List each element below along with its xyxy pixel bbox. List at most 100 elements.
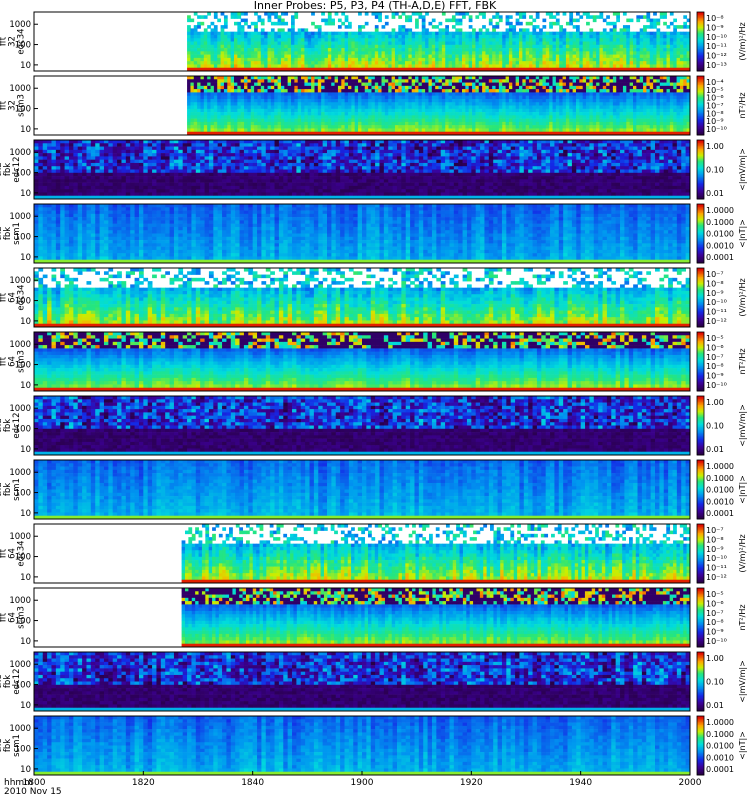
panel-1: 100010010thafft32scm310⁻⁴10⁻⁵10⁻⁶10⁻⁷10⁻… <box>0 76 747 136</box>
colorbar-tick: 10⁻¹¹ <box>706 42 727 51</box>
ytick-label: 10 <box>20 701 31 711</box>
panel-label: thdfft64scm3 <box>0 350 27 373</box>
panel-label: thafbkscm1 <box>0 222 22 245</box>
panel-label: thafft32edc34 <box>0 28 27 54</box>
panel-11: 100010010thefbkscm11.00000.10000.01000.0… <box>0 716 747 776</box>
panel-label: thdfft64edc34 <box>0 284 27 310</box>
colorbar-tick: 10⁻¹⁰ <box>706 298 727 307</box>
xtick-label: 1920 <box>460 778 483 788</box>
colorbar-tick: 10⁻¹⁰ <box>706 33 727 42</box>
colorbar-tick: 10⁻¹⁰ <box>706 554 727 563</box>
panel-label: thefft64edc34 <box>0 540 27 566</box>
xtick-label: 2000 <box>679 778 702 788</box>
panel-label: thdfbkscm1 <box>0 478 22 501</box>
panel-9: 100010010thefft64scm310⁻⁵10⁻⁶10⁻⁷10⁻⁸10⁻… <box>0 588 747 648</box>
heatmap-cells-2 <box>34 140 690 199</box>
colorbar-label: <|mV/m|> <box>738 404 747 447</box>
colorbar-tick: 10⁻⁸ <box>706 14 724 23</box>
colorbar-tick: 0.10 <box>706 422 724 431</box>
ytick-label: 10 <box>20 381 31 391</box>
colorbar-tick: 0.0100 <box>706 230 734 239</box>
colorbar-tick: 0.0010 <box>706 497 734 506</box>
colorbar-tick: 1.0000 <box>706 718 734 727</box>
colorbar-tick: 0.01 <box>706 701 724 710</box>
colorbar-tick: 10⁻⁸ <box>706 279 724 288</box>
ytick-label: 10 <box>20 189 31 199</box>
colorbar-tick: 10⁻⁹ <box>706 289 724 298</box>
ytick-label: 1000 <box>9 212 31 222</box>
colorbar-tick: 10⁻¹² <box>706 573 727 582</box>
ytick-label: 10 <box>20 637 31 647</box>
colorbar-label: <|mV/m|> <box>738 660 747 703</box>
colorbar-tick: 0.0001 <box>706 253 734 262</box>
colorbar-10: 1.000.100.01<|mV/m|> <box>697 652 747 712</box>
colorbar-tick: 10⁻¹³ <box>706 61 727 70</box>
colorbar-tick: 10⁻⁸ <box>706 535 724 544</box>
ytick-label: 1000 <box>9 596 31 606</box>
colorbar-tick: 1.00 <box>706 398 724 407</box>
colorbar-tick: 0.1000 <box>706 218 734 227</box>
panel-5: 100010010thdfft64scm310⁻⁵10⁻⁶10⁻⁷10⁻⁸10⁻… <box>0 332 747 392</box>
heatmap-cells-11 <box>34 716 690 775</box>
panel-label: thafft32scm3 <box>0 94 27 117</box>
colorbar-2: 1.000.100.01<|mV/m|> <box>697 140 747 200</box>
xtick-label: 1900 <box>351 778 374 788</box>
colorbar-label: (V/m)²/Hz <box>738 22 747 60</box>
colorbar-tick: 10⁻¹² <box>706 52 727 61</box>
spectrogram-figure: 100010010thafft32edc3410⁻⁸10⁻⁹10⁻¹⁰10⁻¹¹… <box>0 0 750 800</box>
colorbar-tick: 10⁻¹⁰ <box>706 637 727 646</box>
panel-label: thefbkscm1 <box>0 734 22 757</box>
panel-0: 100010010thafft32edc3410⁻⁸10⁻⁹10⁻¹⁰10⁻¹¹… <box>0 12 747 72</box>
colorbar-label: (V/m)²/Hz <box>738 278 747 316</box>
colorbar-tick: 10⁻⁷ <box>706 609 724 618</box>
panel-label: thdfbkedc12 <box>0 412 22 438</box>
ytick-label: 1000 <box>9 340 31 350</box>
ytick-label: 10 <box>20 765 31 775</box>
xtick-label: 1840 <box>241 778 264 788</box>
colorbar-tick: 0.01 <box>706 445 724 454</box>
colorbar-tick: 0.0010 <box>706 241 734 250</box>
colorbar-tick: 10⁻⁸ <box>706 362 724 371</box>
colorbar-tick: 10⁻⁶ <box>706 599 724 608</box>
panel-label: thefbkedc12 <box>0 668 22 694</box>
colorbar-label: nT²/Hz <box>738 92 747 118</box>
xtick-label: 1940 <box>569 778 592 788</box>
colorbar-tick: 0.01 <box>706 189 724 198</box>
ytick-label: 10 <box>20 317 31 327</box>
colorbar-label: nT²/Hz <box>738 604 747 630</box>
ytick-label: 10 <box>20 573 31 583</box>
ytick-label: 10 <box>20 445 31 455</box>
ytick-label: 10 <box>20 61 31 71</box>
heatmap-cells-7 <box>34 460 690 519</box>
colorbar-tick: 10⁻⁹ <box>706 628 724 637</box>
heatmap-cells-1 <box>187 76 690 135</box>
colorbar-tick: 10⁻¹¹ <box>706 564 727 573</box>
colorbar-tick: 10⁻¹² <box>706 317 727 326</box>
ytick-label: 1000 <box>9 468 31 478</box>
colorbar-tick: 10⁻⁸ <box>706 618 724 627</box>
colorbar-tick: 10⁻⁵ <box>706 334 724 343</box>
colorbar-label: (V/m)²/Hz <box>738 534 747 572</box>
colorbar-tick: 0.1000 <box>706 474 734 483</box>
colorbar-tick: 0.0100 <box>706 742 734 751</box>
colorbar-tick: 0.0001 <box>706 765 734 774</box>
heatmap-cells-10 <box>34 652 690 711</box>
colorbar-tick: 10⁻⁵ <box>706 590 724 599</box>
colorbar-tick: 1.0000 <box>706 462 734 471</box>
colorbar-tick: 10⁻⁹ <box>706 23 724 32</box>
panel-8: 100010010thefft64edc3410⁻⁷10⁻⁸10⁻⁹10⁻¹⁰1… <box>0 524 747 584</box>
ytick-label: 10 <box>20 253 31 263</box>
ytick-label: 1000 <box>9 84 31 94</box>
colorbar-tick: 10⁻¹⁰ <box>706 125 727 134</box>
colorbar-tick: 0.0010 <box>706 753 734 762</box>
colorbar-label: <|mV/m|> <box>738 148 747 191</box>
